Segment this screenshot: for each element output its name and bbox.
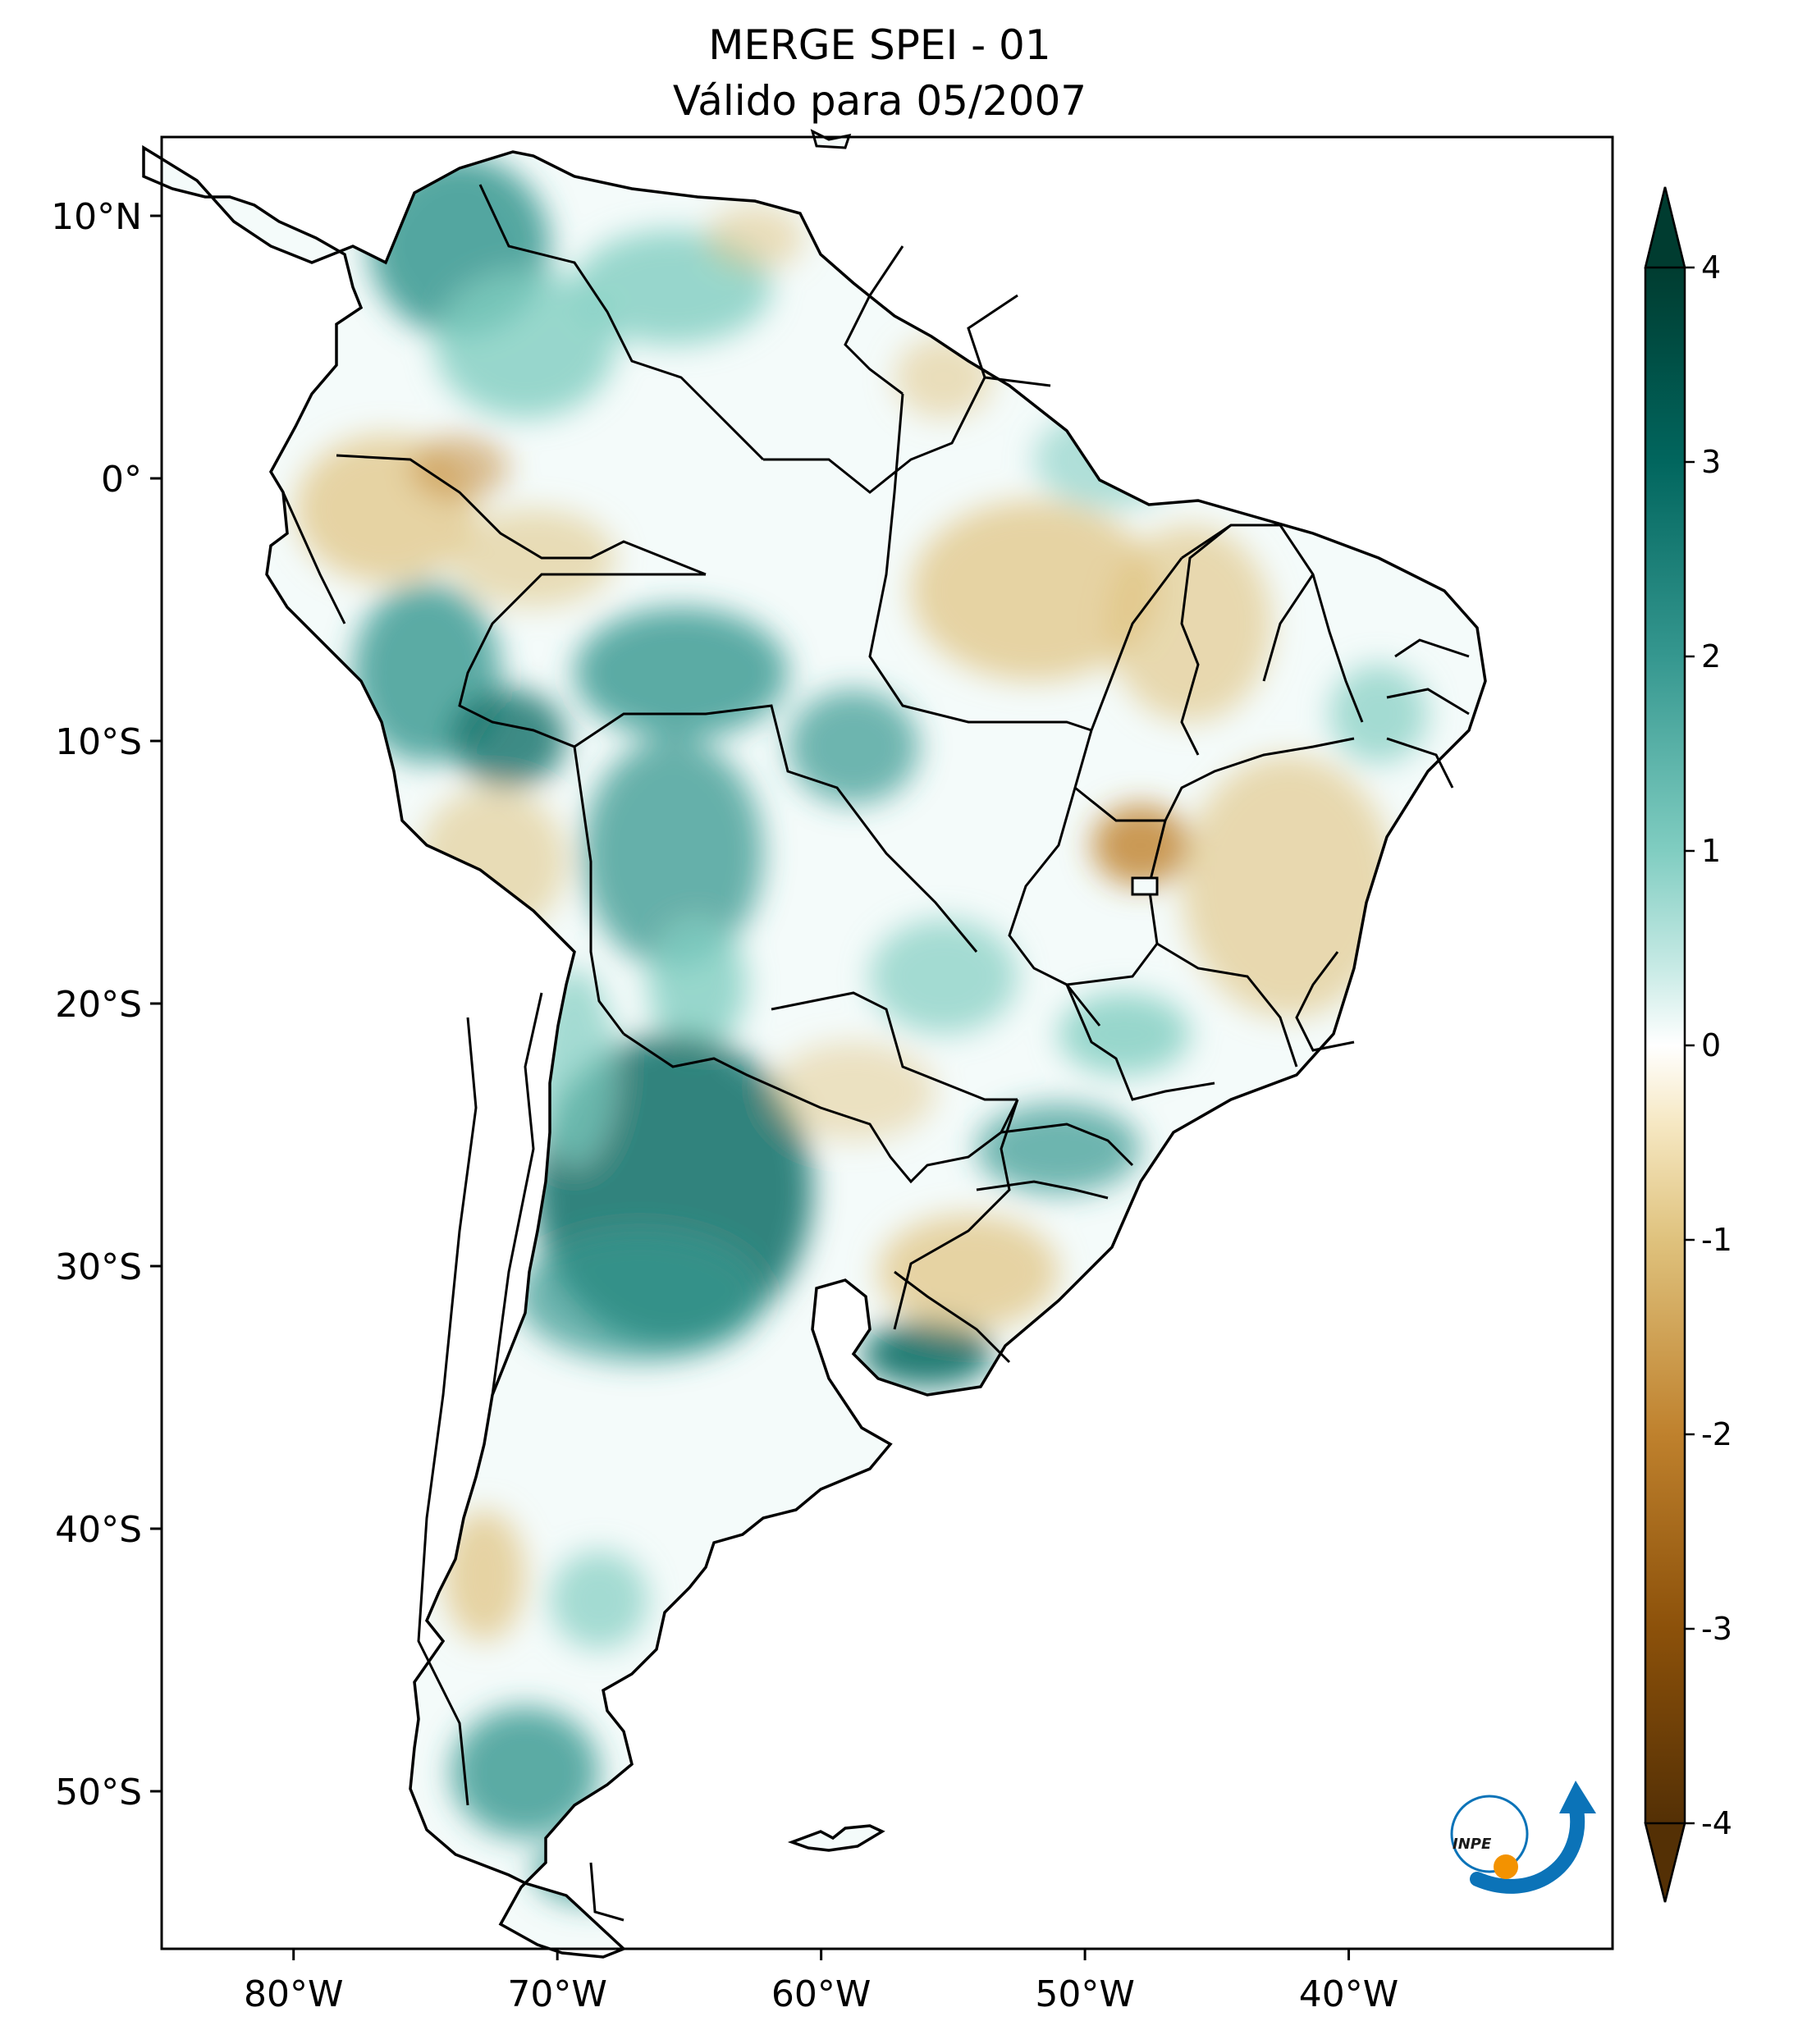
latitude-ticks: 10°N 0° 10°S 20°S 30°S 40°S 50°S <box>51 196 162 1813</box>
dry-anomaly-para <box>911 501 1157 681</box>
falkland-islands <box>787 1824 885 1852</box>
lat-tick-label: 10°N <box>51 196 142 238</box>
lat-tick-label: 40°S <box>55 1509 142 1551</box>
colorbar-tick-label: -3 <box>1701 1611 1732 1647</box>
colorbar-extend-bottom <box>1644 1822 1686 1903</box>
dry-anomaly-goias <box>1091 804 1190 886</box>
wet-anomaly-patagonia <box>451 1707 599 1838</box>
chart-title-line1: MERGE SPEI - 01 <box>708 21 1050 69</box>
colorbar-gradient <box>1645 268 1685 1823</box>
wet-anomaly-bolivia <box>583 738 763 968</box>
map-frame <box>160 135 1614 1950</box>
colorbar-tick-label: -2 <box>1701 1416 1732 1452</box>
colorbar: 4 3 2 1 0 -1 -2 -3 -4 <box>1644 186 1732 1903</box>
lon-tick-label: 40°W <box>1299 1973 1399 2015</box>
lon-tick-label: 80°W <box>244 1973 344 2015</box>
colorbar-extend-top <box>1644 186 1686 269</box>
inpe-logo-text: INPE <box>1453 1836 1492 1853</box>
colorbar-tick-label: 4 <box>1701 249 1721 286</box>
colorbar-tick-label: 2 <box>1701 638 1721 674</box>
colorbar-tick-label: -1 <box>1701 1222 1732 1258</box>
colorbar-tick-label: 3 <box>1701 444 1721 480</box>
inpe-logo-dot <box>1494 1854 1518 1879</box>
lat-tick-label: 30°S <box>55 1246 142 1288</box>
lon-tick-label: 50°W <box>1035 1973 1135 2015</box>
wet-anomaly-amazon <box>574 607 788 738</box>
lon-tick-label: 60°W <box>771 1973 872 2015</box>
lat-tick-label: 10°S <box>55 721 142 763</box>
longitude-ticks: 80°W 70°W 60°W 50°W 40°W <box>244 1949 1398 2015</box>
chart-title-line2: Válido para 05/2007 <box>673 77 1087 125</box>
wet-anomaly-uruguay <box>862 1321 993 1387</box>
inpe-logo: INPE <box>1450 1781 1596 1894</box>
lon-tick-label: 70°W <box>507 1973 607 2015</box>
colorbar-ticks: 4 3 2 1 0 -1 -2 -3 -4 <box>1685 249 1732 1841</box>
political-borders <box>281 129 1470 1922</box>
lat-tick-label: 50°S <box>55 1772 142 1813</box>
colorbar-tick-label: -4 <box>1701 1805 1732 1841</box>
lat-tick-label: 20°S <box>55 984 142 1026</box>
colorbar-tick-label: 0 <box>1701 1027 1721 1063</box>
map-panel: 80°W 70°W 60°W 50°W 40°W 10°N 0° 10°S 20°S 30°S 4… <box>51 129 1614 2015</box>
colorbar-tick-label: 1 <box>1701 833 1721 869</box>
lat-tick-label: 0° <box>101 459 142 501</box>
